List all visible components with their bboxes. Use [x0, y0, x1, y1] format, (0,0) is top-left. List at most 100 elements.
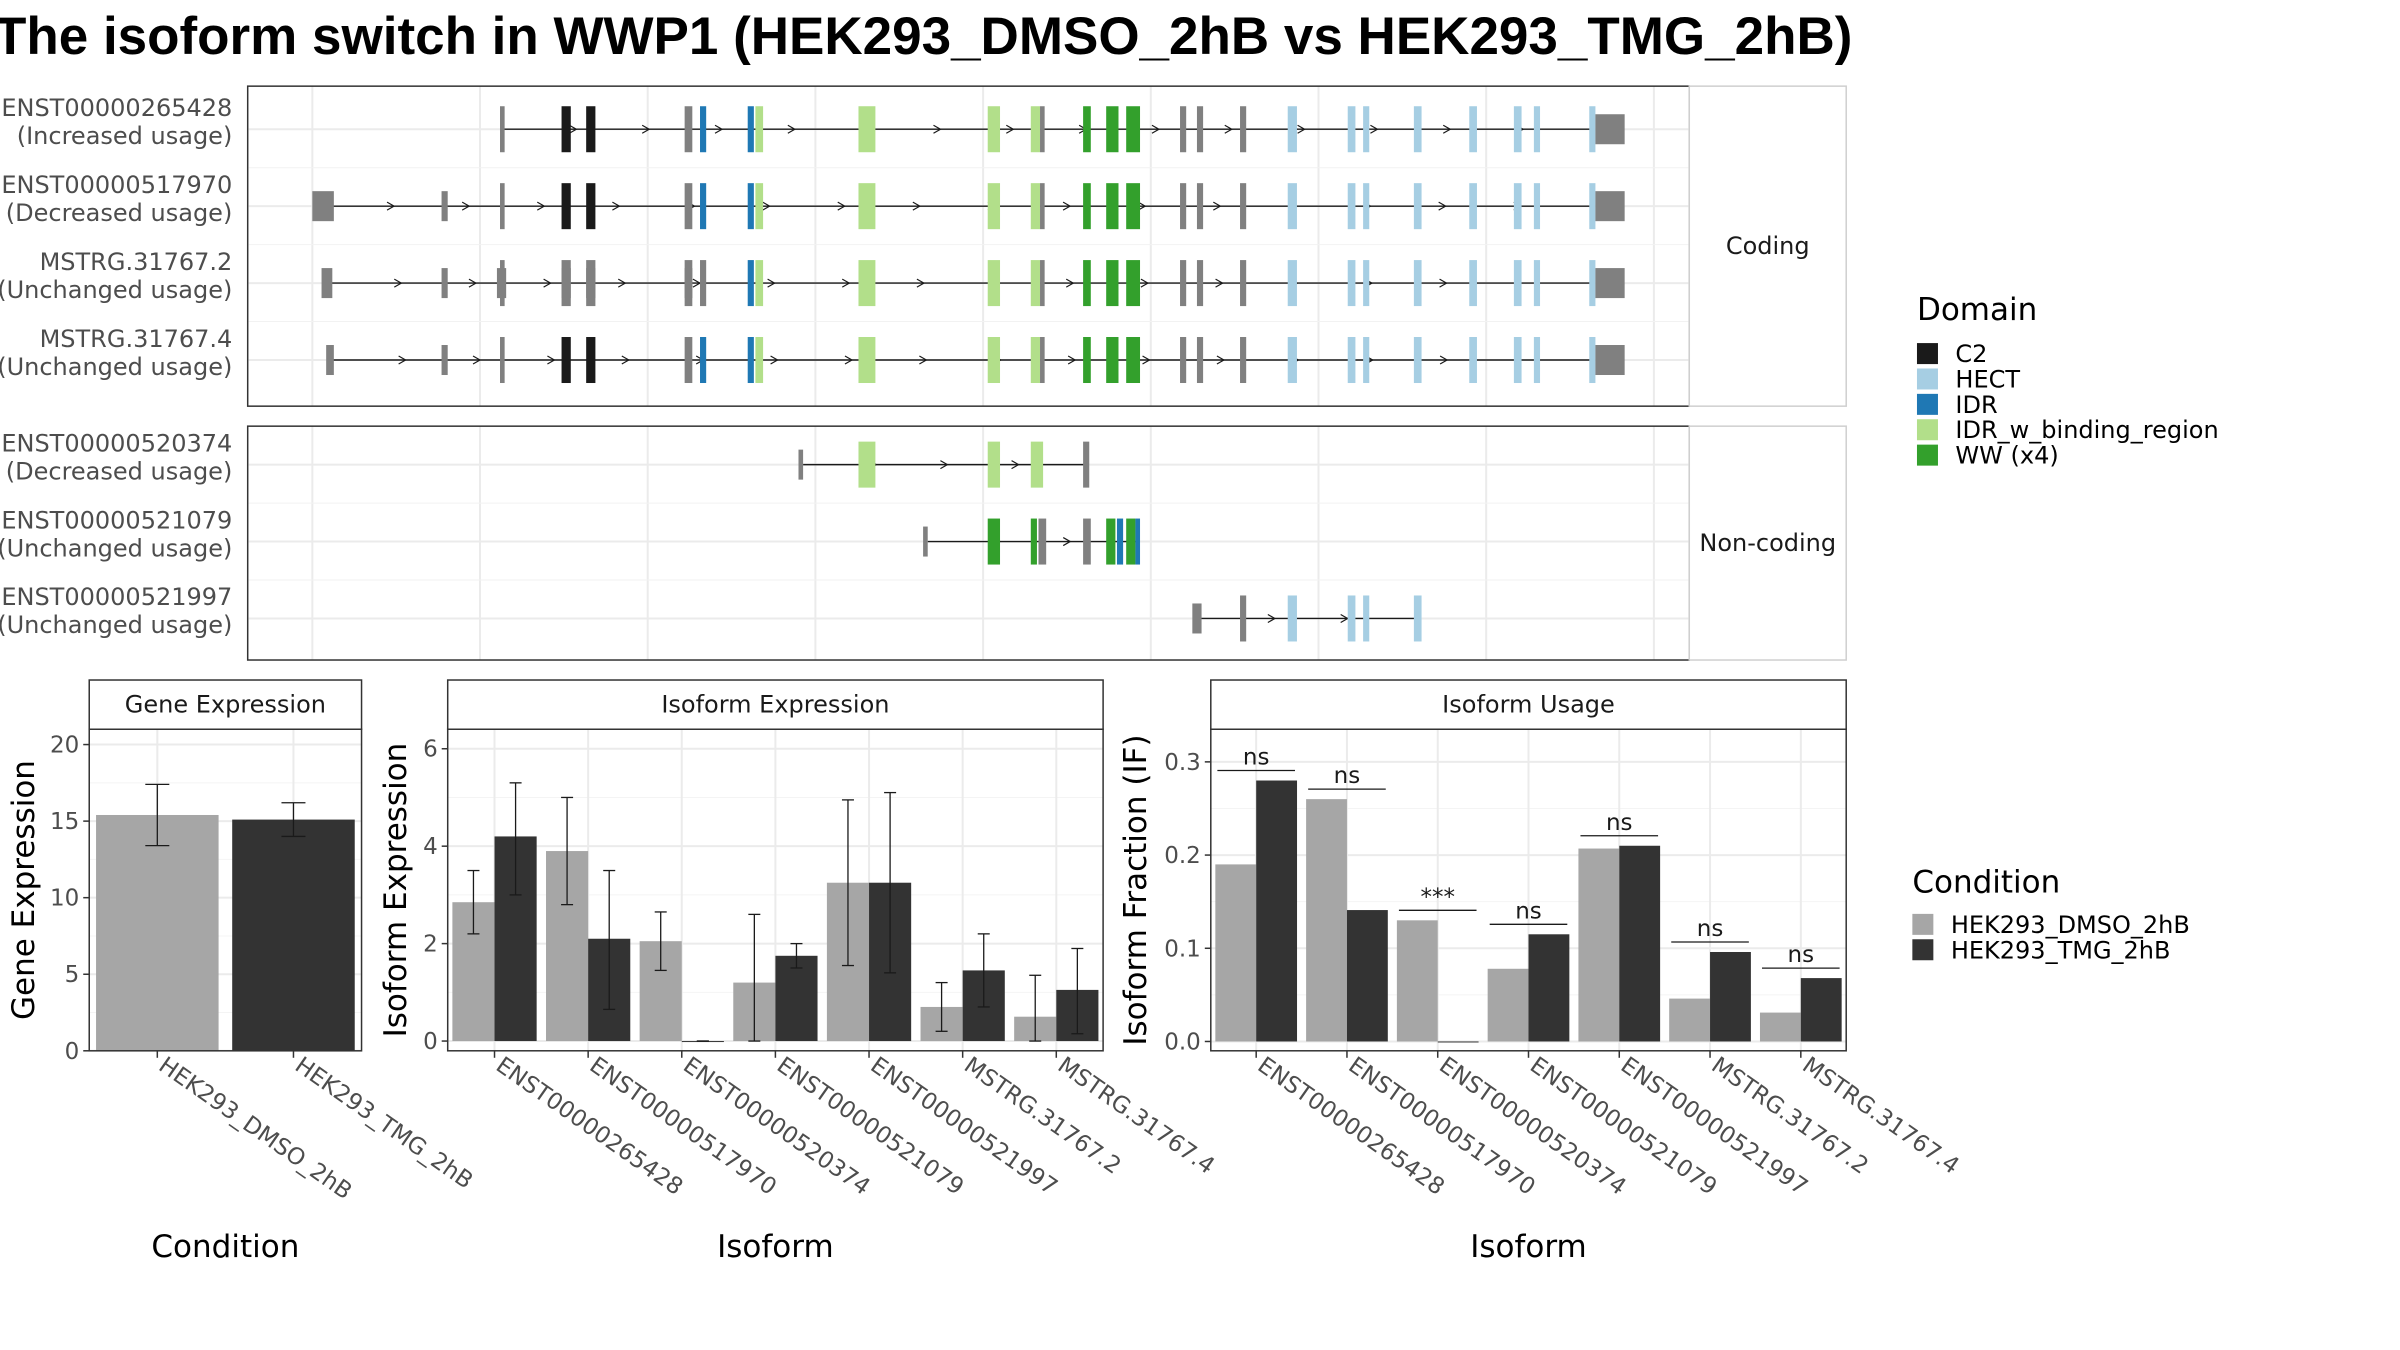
exon	[747, 106, 754, 153]
transcript-usage-label: (Unchanged usage)	[0, 276, 232, 304]
condition-legend-title: Condition	[1912, 864, 2060, 900]
exon	[1287, 595, 1297, 642]
intron-arrow	[1267, 613, 1277, 623]
intron-arrow	[1370, 124, 1379, 134]
exon	[1347, 183, 1356, 230]
intron-arrow	[1216, 355, 1226, 365]
exon	[586, 260, 596, 307]
panel-title: Isoform Expression	[661, 691, 889, 719]
domain-legend-key	[1916, 343, 1938, 365]
transcript-id-label: ENST00000517970	[1, 171, 232, 199]
bar	[1346, 910, 1388, 1042]
exon	[1106, 260, 1119, 307]
exon	[1196, 337, 1204, 384]
bar	[775, 955, 818, 1042]
y-tick-label: 20	[50, 733, 79, 759]
bar	[1619, 845, 1661, 1042]
exon	[1347, 106, 1356, 153]
struct-strip-label-noncoding: Non-coding	[1699, 529, 1836, 557]
exon	[1030, 183, 1041, 230]
exon	[1469, 260, 1477, 307]
intron-arrow	[1137, 201, 1147, 211]
intron-arrow	[767, 278, 776, 288]
transcript-id-label: ENST00000520374	[1, 429, 232, 457]
exon	[326, 345, 334, 376]
exon	[321, 268, 333, 299]
exon	[1589, 106, 1596, 153]
intron-arrow	[692, 278, 702, 288]
exon	[1347, 595, 1356, 642]
exon	[923, 526, 928, 557]
exon	[1083, 260, 1091, 307]
intron-arrow	[714, 124, 724, 134]
exon	[1469, 183, 1477, 230]
panel-title: Isoform Usage	[1442, 691, 1615, 719]
exon	[1196, 106, 1204, 153]
exon	[1413, 183, 1422, 230]
bar	[1528, 934, 1570, 1042]
bar	[1437, 1041, 1479, 1043]
exon	[684, 183, 693, 230]
panel-strip	[446, 679, 1104, 730]
struct-strip-label-coding: Coding	[1726, 232, 1810, 260]
exon	[441, 345, 448, 376]
condition-legend-key	[1912, 913, 1934, 935]
exon	[987, 441, 1001, 488]
exon	[1240, 183, 1247, 230]
x-tick-label: MSTRG.31767.4	[1053, 1052, 1219, 1179]
transcript-usage-label: (Decreased usage)	[6, 457, 233, 485]
exon	[1589, 183, 1596, 230]
intron-arrow	[1340, 613, 1349, 623]
intron-arrow	[547, 355, 556, 365]
panel-strip	[1210, 679, 1847, 730]
exon	[700, 337, 707, 384]
y-tick-label: 0.2	[1164, 843, 1201, 869]
exon	[500, 106, 505, 153]
exon	[1192, 603, 1202, 634]
exon	[1513, 183, 1522, 230]
exon	[1347, 337, 1356, 384]
intron-arrow	[940, 460, 949, 470]
intron-arrow	[1140, 278, 1150, 288]
intron-arrow	[1151, 124, 1161, 134]
significance-label: ns	[1697, 916, 1724, 942]
exon	[1083, 518, 1091, 565]
exon	[1126, 183, 1141, 230]
exon	[1240, 337, 1247, 384]
exon	[500, 337, 505, 384]
intron-arrow	[1213, 201, 1222, 211]
exon	[1287, 106, 1297, 153]
intron-arrow	[912, 201, 922, 211]
exon	[561, 183, 571, 230]
exon	[798, 449, 804, 480]
x-tick-label: MSTRG.31767.2	[1707, 1052, 1873, 1179]
exon	[1589, 260, 1596, 307]
exon	[1180, 106, 1187, 153]
bar	[1710, 952, 1751, 1042]
intron-arrow	[1215, 278, 1224, 288]
exon	[1595, 114, 1625, 145]
y-tick-label: 5	[65, 962, 80, 988]
y-axis-title: Gene Expression	[6, 760, 42, 1020]
x-tick-label: MSTRG.31767.2	[959, 1052, 1125, 1179]
y-tick-label: 0	[423, 1029, 438, 1055]
intron-arrow	[1438, 201, 1447, 211]
exon	[1030, 518, 1037, 565]
exon	[755, 183, 764, 230]
exon	[858, 260, 876, 307]
intron-arrow	[841, 278, 851, 288]
intron-arrow	[1439, 278, 1448, 288]
exon	[747, 337, 754, 384]
exon	[1135, 518, 1141, 565]
intron-arrow	[393, 278, 403, 288]
intron-arrow	[919, 355, 928, 365]
exon	[1413, 595, 1422, 642]
exon	[1038, 518, 1047, 565]
y-tick-label: 6	[423, 737, 438, 763]
exon	[1595, 345, 1625, 376]
bar	[1487, 968, 1529, 1042]
exon	[1083, 337, 1091, 384]
transcript-id-label: MSTRG.31767.2	[40, 248, 233, 276]
y-tick-label: 0.0	[1164, 1029, 1201, 1055]
